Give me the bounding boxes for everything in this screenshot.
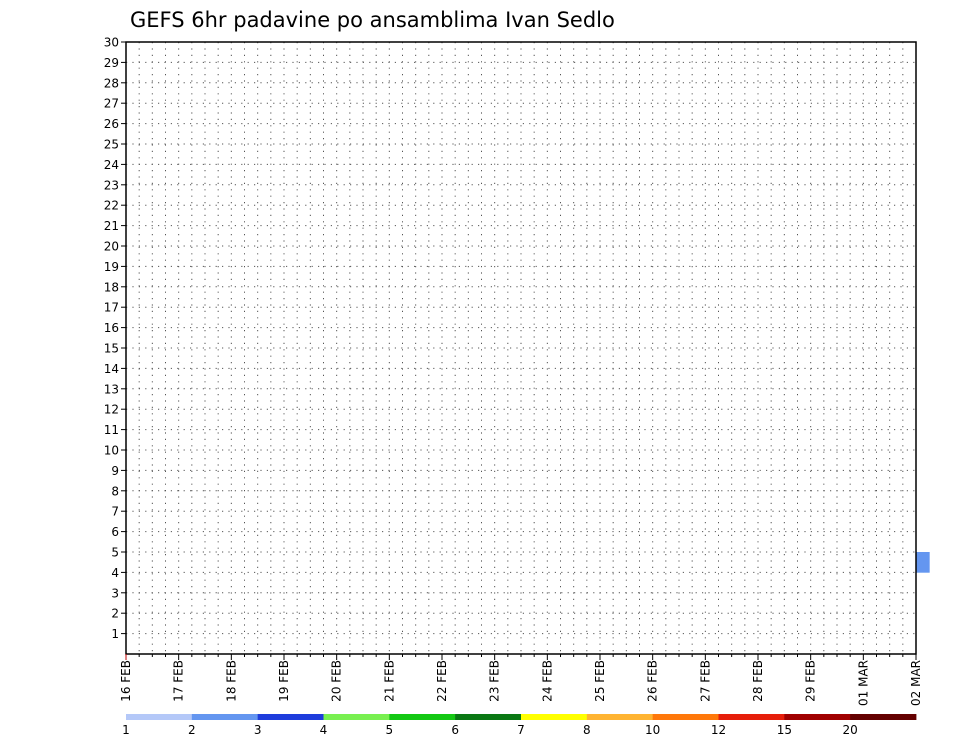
plot-frame	[125, 41, 917, 655]
colorbar-swatch	[521, 714, 588, 720]
x-tick-label: 18 FEB	[224, 660, 238, 702]
y-tick-label: 14	[104, 362, 119, 376]
x-tick-label: 26 FEB	[646, 660, 660, 702]
x-tick-label: 01 MAR	[856, 660, 870, 706]
colorbar-swatch	[257, 714, 324, 720]
y-tick-label: 25	[104, 138, 119, 152]
colorbar-label: 6	[451, 723, 459, 737]
y-tick-label: 16	[104, 321, 119, 335]
x-tick-label: 28 FEB	[751, 660, 765, 702]
y-tick-label: 1	[111, 627, 119, 641]
x-tick-label: 23 FEB	[488, 660, 502, 702]
y-tick-label: 22	[104, 199, 119, 213]
colorbar-label: 20	[843, 723, 858, 737]
y-tick-label: 18	[104, 280, 119, 294]
x-tick-label: 22 FEB	[435, 660, 449, 702]
heatmap-cells	[916, 552, 930, 573]
y-tick-label: 27	[104, 97, 119, 111]
y-tick-label: 29	[104, 56, 119, 70]
y-tick-label: 8	[111, 484, 119, 498]
y-tick-label: 11	[104, 423, 119, 437]
y-tick-label: 28	[104, 76, 119, 90]
y-tick-label: 21	[104, 219, 119, 233]
y-tick-label: 24	[104, 158, 119, 172]
chart-title: GEFS 6hr padavine po ansamblima Ivan Sed…	[130, 8, 615, 32]
y-tick-label: 17	[104, 301, 119, 315]
colorbar-swatch	[389, 714, 456, 720]
x-tick-label: 17 FEB	[172, 660, 186, 702]
y-tick-label: 15	[104, 342, 119, 356]
x-tick-label: 19 FEB	[277, 660, 291, 702]
colorbar-swatch	[718, 714, 785, 720]
y-tick-label: 12	[104, 403, 119, 417]
x-tick-label: 20 FEB	[330, 660, 344, 702]
colorbar-swatch	[652, 714, 719, 720]
colorbar-swatch	[191, 714, 259, 720]
colorbar-label: 10	[645, 723, 660, 737]
y-tick-label: 6	[111, 525, 119, 539]
x-tick-label: 27 FEB	[698, 660, 712, 702]
x-tick-label: 21 FEB	[382, 660, 396, 702]
x-tick-label: 16 FEB	[119, 660, 133, 702]
colorbar-swatch	[323, 714, 390, 720]
colorbar-label: 1	[122, 723, 130, 737]
colorbar-label: 8	[583, 723, 591, 737]
colorbar-label: 12	[711, 723, 726, 737]
y-tick-label: 7	[111, 505, 119, 519]
colorbar-label: 3	[254, 723, 262, 737]
colorbar-swatch	[784, 714, 851, 720]
colorbar-label: 5	[386, 723, 394, 737]
colorbar-swatch	[126, 714, 193, 720]
x-tick-label: 02 MAR	[909, 660, 923, 706]
x-tick-label: 24 FEB	[540, 660, 554, 702]
y-tick-label: 23	[104, 178, 119, 192]
y-tick-label: 26	[104, 117, 119, 131]
x-axis: 16 FEB 17 FEB 18 FEB 19 FEB 20 FEB 21 FEB 22 F…	[119, 654, 923, 706]
x-tick-label: 29 FEB	[804, 660, 818, 702]
colorbar-label: 7	[517, 723, 525, 737]
y-tick-label: 5	[111, 546, 119, 560]
colorbar-label: 15	[777, 723, 792, 737]
heatmap-cell	[916, 552, 930, 573]
y-tick-label: 13	[104, 382, 119, 396]
y-tick-label: 30	[104, 36, 119, 50]
colorbar-label: 2	[188, 723, 196, 737]
colorbar-swatch	[850, 714, 917, 720]
y-tick-label: 20	[104, 240, 119, 254]
y-axis: 1234567891011121314151617181920212223242…	[104, 36, 126, 641]
y-tick-label: 19	[104, 260, 119, 274]
colorbar-swatch	[455, 714, 522, 720]
colorbar-label: 4	[320, 723, 328, 737]
y-tick-label: 4	[111, 566, 119, 580]
colorbar-legend: 1 2 3 4 5 6 7 8 10 12 15 20	[122, 714, 917, 737]
colorbar-swatch	[586, 714, 654, 720]
x-tick-label: 25 FEB	[593, 660, 607, 702]
y-tick-label: 9	[111, 464, 119, 478]
y-tick-label: 10	[104, 444, 119, 458]
dotted-grid	[126, 42, 916, 654]
y-tick-label: 2	[111, 607, 119, 621]
y-tick-label: 3	[111, 586, 119, 600]
